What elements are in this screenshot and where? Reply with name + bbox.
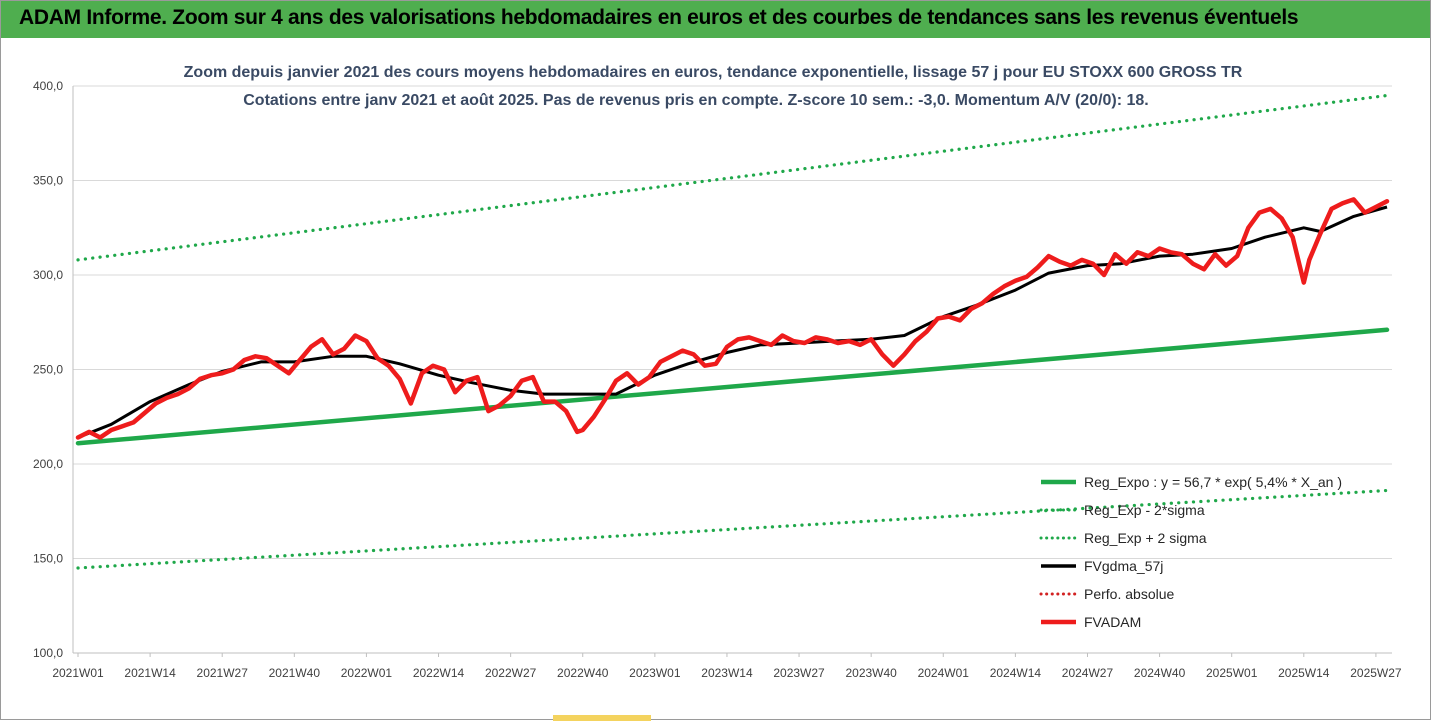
series-line-2 [76,93,1389,262]
sheet-tab-marker [553,715,651,721]
series-line-5 [75,197,1390,440]
y-tick-label: 200,0 [33,457,63,471]
x-tick-label: 2025W01 [1206,666,1258,680]
chart-subtitle: Cotations entre janv 2021 et août 2025. … [243,92,1149,109]
legend-label-5: FVADAM [1084,614,1141,630]
x-tick-label: 2024W40 [1134,666,1186,680]
x-tick-label: 2025W14 [1278,666,1330,680]
x-tick-label: 2021W27 [197,666,249,680]
x-tick-label: 2024W27 [1062,666,1114,680]
series-line-0 [75,327,1390,446]
report-banner-title: ADAM Informe. Zoom sur 4 ans des valoris… [19,6,1299,29]
chart-title: Zoom depuis janvier 2021 des cours moyen… [184,64,1243,81]
x-tick-label: 2025W27 [1350,666,1402,680]
x-tick-label: 2021W14 [124,666,176,680]
x-tick-label: 2022W01 [341,666,393,680]
chart-legend: Reg_Expo : y = 56,7 * exp( 5,4% * X_an )… [1039,474,1342,630]
y-axis: 100,0 150,0 200,0 250,0 300,0 350,0 400,0 [33,79,63,660]
x-tick-label: 2023W14 [701,666,753,680]
legend-label-4: Perfo. absolue [1084,586,1174,602]
x-tick-label: 2022W27 [485,666,537,680]
x-tick-label: 2022W14 [413,666,465,680]
x-tick-label: 2023W40 [845,666,897,680]
gridlines [72,85,1392,654]
x-tick-label: 2023W27 [773,666,825,680]
report-banner: ADAM Informe. Zoom sur 4 ans des valoris… [1,1,1430,38]
legend-label-0: Reg_Expo : y = 56,7 * exp( 5,4% * X_an ) [1084,474,1342,490]
x-tick-label: 2024W01 [918,666,970,680]
legend-label-2: Reg_Exp + 2 sigma [1084,530,1207,546]
series-line-3 [77,205,1388,439]
x-tick-label: 2022W40 [557,666,609,680]
x-tick-label: 2023W01 [629,666,681,680]
x-axis: 2021W01 2021W14 2021W27 2021W40 2022W01 2022W… [52,653,1402,680]
y-tick-label: 100,0 [33,646,63,660]
plot-series [75,93,1390,570]
legend-label-1: Reg_Exp - 2*sigma [1084,502,1205,518]
y-tick-label: 250,0 [33,363,63,377]
y-tick-label: 400,0 [33,79,63,93]
y-tick-label: 150,0 [33,552,63,566]
x-tick-label: 2021W40 [269,666,321,680]
y-tick-label: 350,0 [33,174,63,188]
x-tick-label: 2021W01 [52,666,104,680]
x-tick-label: 2024W14 [990,666,1042,680]
legend-label-3: FVgdma_57j [1084,558,1163,574]
y-tick-label: 300,0 [33,268,63,282]
